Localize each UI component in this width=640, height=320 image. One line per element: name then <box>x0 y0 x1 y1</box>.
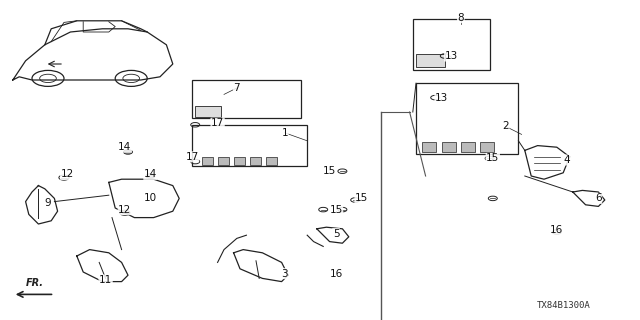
Text: 15: 15 <box>355 193 368 204</box>
Text: 17: 17 <box>211 118 224 128</box>
Bar <box>192 125 307 166</box>
Text: 15: 15 <box>486 153 499 164</box>
Bar <box>195 106 221 117</box>
Text: 14: 14 <box>144 169 157 180</box>
Text: 13: 13 <box>445 51 458 61</box>
Text: 16: 16 <box>550 225 563 236</box>
Text: 7: 7 <box>234 83 240 93</box>
Text: 5: 5 <box>333 228 339 239</box>
Text: 1: 1 <box>282 128 288 138</box>
Bar <box>192 80 301 118</box>
Text: TX84B1300A: TX84B1300A <box>536 301 590 310</box>
Circle shape <box>124 150 132 154</box>
Bar <box>416 83 518 154</box>
Text: 9: 9 <box>45 198 51 208</box>
Text: 3: 3 <box>282 268 288 279</box>
Text: 12: 12 <box>118 204 131 215</box>
Text: 8: 8 <box>458 12 464 23</box>
Bar <box>250 157 261 165</box>
Text: 10: 10 <box>144 193 157 204</box>
Bar <box>202 157 213 165</box>
Bar <box>266 157 277 165</box>
Bar <box>416 54 445 67</box>
Bar <box>218 157 229 165</box>
Bar <box>422 142 436 152</box>
Bar <box>234 157 245 165</box>
Text: 17: 17 <box>186 152 198 162</box>
Text: 14: 14 <box>118 142 131 152</box>
Bar <box>413 19 490 70</box>
Text: 13: 13 <box>435 92 448 103</box>
Text: 15: 15 <box>330 204 342 215</box>
Text: 11: 11 <box>99 275 112 285</box>
Bar <box>480 142 494 152</box>
Text: 6: 6 <box>595 193 602 204</box>
Text: 2: 2 <box>502 121 509 132</box>
Bar <box>461 142 475 152</box>
Text: 4: 4 <box>563 155 570 165</box>
Circle shape <box>146 174 155 178</box>
Bar <box>442 142 456 152</box>
Text: FR.: FR. <box>26 278 44 288</box>
Text: 12: 12 <box>61 169 74 180</box>
Text: 15: 15 <box>323 166 336 176</box>
Text: 16: 16 <box>330 268 342 279</box>
